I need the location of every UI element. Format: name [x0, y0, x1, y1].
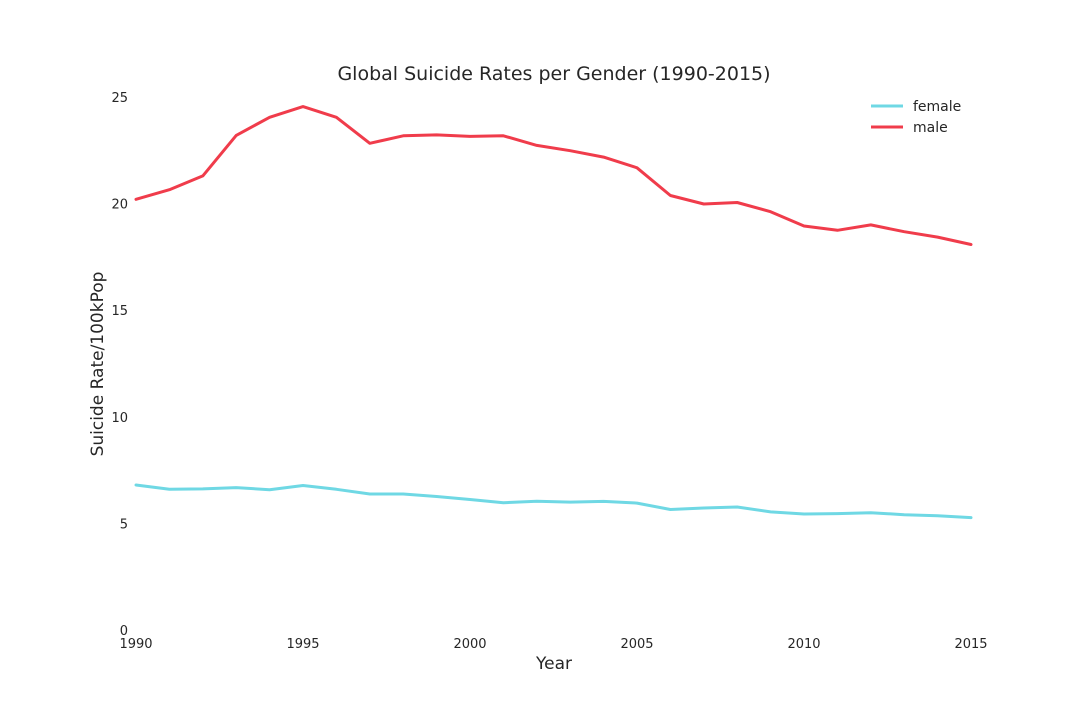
- legend-label-female: female: [913, 99, 961, 115]
- legend-label-male: male: [913, 120, 948, 136]
- y-tick-label-25: 25: [111, 91, 128, 106]
- y-tick-label-15: 15: [111, 304, 128, 319]
- x-tick-label-2000: 2000: [453, 637, 486, 652]
- chart-title: Global Suicide Rates per Gender (1990-20…: [337, 63, 770, 85]
- x-tick-label-2010: 2010: [787, 637, 820, 652]
- x-tick-label-1990: 1990: [119, 637, 152, 652]
- series-lines: [134, 105, 973, 520]
- x-tick-label-2005: 2005: [620, 637, 653, 652]
- y-tick-label-0: 0: [120, 624, 128, 639]
- x-tick-label-2015: 2015: [954, 637, 987, 652]
- y-tick-label-10: 10: [111, 411, 128, 426]
- series-line-female: [134, 483, 973, 520]
- y-tick-label-5: 5: [120, 517, 128, 532]
- y-tick-label-20: 20: [111, 198, 128, 213]
- y-axis-label: Suicide Rate/100kPop: [88, 272, 108, 457]
- x-tick-label-1995: 1995: [286, 637, 319, 652]
- series-line-male: [134, 105, 973, 246]
- x-axis-ticks: 1990 1995 2000 2005 2010 2015: [119, 637, 987, 652]
- legend: female male: [871, 99, 961, 136]
- x-axis-label: Year: [535, 654, 572, 674]
- y-axis-ticks: 0 5 10 15 20 25: [111, 91, 128, 639]
